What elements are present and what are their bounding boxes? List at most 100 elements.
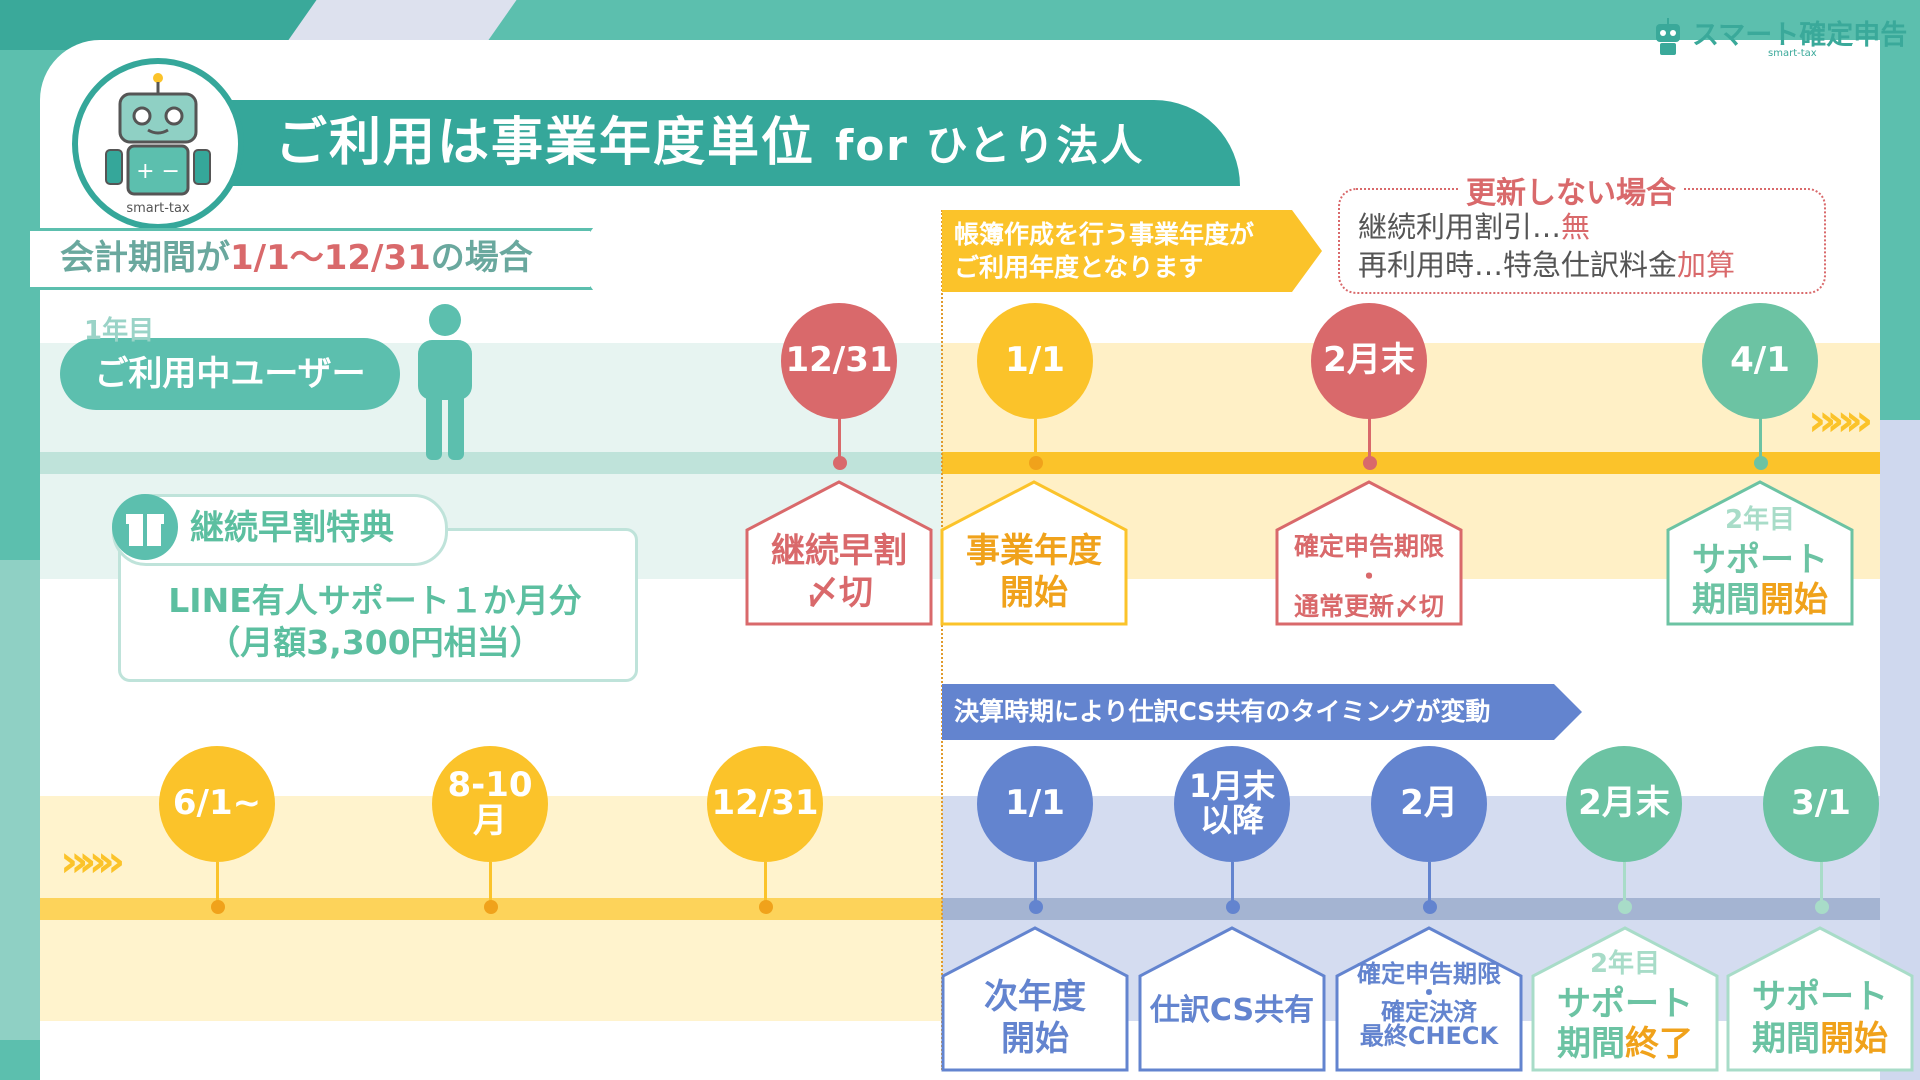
house-shape bbox=[940, 480, 1128, 626]
label-mid: ・ bbox=[1356, 562, 1382, 591]
milestone-circle: 2月 bbox=[1371, 746, 1487, 862]
milestone-dot bbox=[1423, 900, 1437, 914]
gift-line2: （月額3,300円相当） bbox=[207, 623, 543, 662]
label-line2-b: 終了 bbox=[1625, 1024, 1693, 1064]
non-renewal-line1-text: 継続利用割引… bbox=[1358, 210, 1562, 244]
house-shape bbox=[1531, 926, 1719, 1072]
gift-title: 継続早割特典 bbox=[190, 508, 394, 548]
milestone-circle: 8-10月 bbox=[432, 746, 548, 862]
gift-shape bbox=[126, 514, 164, 546]
milestone-stem bbox=[1820, 862, 1823, 904]
milestone-stem bbox=[764, 862, 767, 904]
milestone-card: 次年度 開始 bbox=[941, 926, 1129, 1072]
fiscal-year-banner-text: 帳簿作成を行う事業年度が ご利用年度となります bbox=[954, 218, 1254, 284]
label-line1: サポート bbox=[1752, 977, 1888, 1017]
milestone-card: 確定申告期限 ・ 確定決済 最終CHECK bbox=[1335, 926, 1523, 1072]
milestone-stem bbox=[1231, 862, 1234, 904]
milestone-label: 確定申告期限 ・ 確定決済 最終CHECK bbox=[1335, 962, 1523, 1048]
milestone-label: 2年目 サポート 期間終了 bbox=[1531, 944, 1719, 1064]
milestone-dot bbox=[484, 900, 498, 914]
house-shape bbox=[1726, 926, 1914, 1072]
milestone-stem bbox=[1623, 862, 1626, 904]
banner-line2: ご利用年度となります bbox=[954, 253, 1204, 282]
label-line2-a: 期間 bbox=[1692, 580, 1760, 620]
milestone-stem bbox=[1428, 862, 1431, 904]
label-line1: 次年度 bbox=[984, 977, 1086, 1017]
label-line2: 期間開始 bbox=[1666, 580, 1854, 620]
milestone-stem bbox=[1034, 418, 1037, 460]
label-line2: 期間終了 bbox=[1531, 1024, 1719, 1064]
gift-line1: LINE有人サポート１か月分 bbox=[168, 581, 582, 620]
house-shape bbox=[1335, 926, 1523, 1072]
milestone-stem bbox=[489, 862, 492, 904]
non-renewal-line2-text: 再利用時…特急仕訳料金 bbox=[1358, 248, 1678, 282]
gift-icon bbox=[112, 494, 178, 560]
milestone-dot bbox=[1363, 456, 1377, 470]
label-line1: 確定申告期限 bbox=[1357, 960, 1501, 988]
house-shape bbox=[1275, 480, 1463, 626]
milestone-dot bbox=[1029, 900, 1043, 914]
label-line2: 期間開始 bbox=[1726, 1018, 1914, 1060]
label-top: 2年目 bbox=[1724, 505, 1796, 535]
milestone-circle: 1/1 bbox=[977, 746, 1093, 862]
house-shape bbox=[1138, 926, 1326, 1072]
milestone-circle: 3/1 bbox=[1763, 746, 1879, 862]
milestone-label: 2年目 サポート 期間開始 bbox=[1666, 500, 1854, 620]
milestone-stem bbox=[1034, 862, 1037, 904]
label-line1: 確定申告期限 bbox=[1293, 532, 1444, 561]
date-line1: 1月末 bbox=[1188, 767, 1276, 806]
period-range: 1/1〜12/31 bbox=[230, 238, 431, 278]
period-suffix: の場合 bbox=[430, 238, 533, 278]
non-renewal-title: 更新しない場合 bbox=[1460, 168, 1682, 212]
non-renewal-line1: 継続利用割引…無 bbox=[1358, 204, 1590, 246]
milestone-stem bbox=[1368, 418, 1371, 460]
mascot-badge: + − smart-tax bbox=[72, 58, 244, 230]
chevrons-right-icon: »»» bbox=[60, 836, 125, 887]
milestone-label: サポート 期間開始 bbox=[1726, 976, 1914, 1060]
person-icon bbox=[418, 304, 472, 460]
milestone-circle: 1/1 bbox=[977, 303, 1093, 419]
banner-arrow-shape bbox=[942, 684, 1582, 740]
robot-logo-icon bbox=[1656, 18, 1680, 55]
milestone-stem bbox=[216, 862, 219, 904]
milestone-circle: 12/31 bbox=[707, 746, 823, 862]
milestone-label: 確定申告期限 ・ 通常更新〆切 bbox=[1275, 532, 1463, 622]
label-line2-a: 期間 bbox=[1752, 1019, 1820, 1059]
milestone-dot bbox=[1754, 456, 1768, 470]
milestone-card: 継続早割 〆切 bbox=[745, 480, 933, 626]
milestone-label: 仕訳CS共有 bbox=[1149, 993, 1315, 1028]
user-year-label: 1年目 bbox=[84, 316, 155, 346]
milestone-card: 2年目 サポート 期間終了 bbox=[1531, 926, 1719, 1072]
brand-name: スマート確定申告 bbox=[1692, 20, 1908, 51]
title-main: ご利用は事業年度単位 bbox=[275, 113, 816, 173]
period-text: 会計期間が1/1〜12/31の場合 bbox=[60, 232, 533, 284]
page-title: ご利用は事業年度単位 for ひとり法人 bbox=[275, 108, 1144, 178]
milestone-stem bbox=[1759, 418, 1762, 460]
date-line2: 以降 bbox=[1199, 801, 1264, 839]
period-prefix: 会計期間が bbox=[60, 238, 230, 278]
milestone-circle: 2月末 bbox=[1311, 303, 1427, 419]
label-line2: 確定決済 bbox=[1381, 998, 1477, 1026]
label-line1: 継続早割 bbox=[771, 531, 907, 571]
milestone-dot bbox=[1815, 900, 1829, 914]
label-line1: 事業年度 bbox=[966, 531, 1102, 571]
non-renewal-line2-em: 加算 bbox=[1677, 248, 1736, 282]
house-shape bbox=[1666, 480, 1854, 626]
timeline1-line-current bbox=[942, 452, 1880, 474]
milestone-card: 確定申告期限 ・ 通常更新〆切 bbox=[1275, 480, 1463, 626]
banner-arrow-shape bbox=[942, 210, 1322, 292]
non-renewal-line1-em: 無 bbox=[1561, 210, 1591, 244]
milestone-dot bbox=[759, 900, 773, 914]
banner-line1: 帳簿作成を行う事業年度が bbox=[954, 220, 1255, 249]
milestone-label: 次年度 開始 bbox=[941, 976, 1129, 1060]
timeline1-line-past bbox=[40, 452, 942, 474]
label-line2: 開始 bbox=[1000, 573, 1068, 613]
label-line2-b: 開始 bbox=[1820, 1019, 1888, 1059]
house-shape bbox=[941, 926, 1129, 1072]
milestone-circle: 4/1 bbox=[1702, 303, 1818, 419]
label-line1: サポート bbox=[1557, 984, 1693, 1024]
milestone-card: サポート 期間開始 bbox=[1726, 926, 1914, 1072]
svg-text:+ −: + − bbox=[136, 159, 180, 184]
brand-sub: smart-tax bbox=[1768, 48, 1817, 59]
milestone-dot bbox=[1226, 900, 1240, 914]
